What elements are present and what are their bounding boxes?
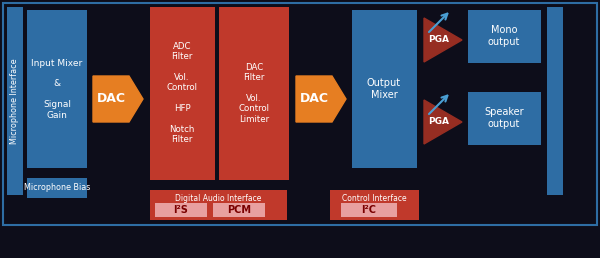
Text: Mono
output: Mono output xyxy=(488,25,520,47)
FancyBboxPatch shape xyxy=(547,7,563,195)
Text: I²C: I²C xyxy=(361,205,377,215)
Text: Input Mixer

&

Signal
Gain: Input Mixer & Signal Gain xyxy=(31,59,83,119)
FancyBboxPatch shape xyxy=(330,190,419,220)
FancyBboxPatch shape xyxy=(213,203,265,217)
Polygon shape xyxy=(424,100,462,144)
Text: Output
Mixer: Output Mixer xyxy=(367,78,401,100)
Text: DAC: DAC xyxy=(97,93,125,106)
Text: DAC: DAC xyxy=(299,93,329,106)
FancyBboxPatch shape xyxy=(150,7,215,180)
Text: ADC
Filter

Vol.
Control

HFP

Notch
Filter: ADC Filter Vol. Control HFP Notch Filter xyxy=(167,42,197,144)
Text: PGA: PGA xyxy=(428,36,449,44)
Text: DAC
Filter

Vol.
Control
Limiter: DAC Filter Vol. Control Limiter xyxy=(239,62,269,124)
FancyBboxPatch shape xyxy=(155,203,207,217)
Text: Microphone Bias: Microphone Bias xyxy=(24,183,90,192)
Polygon shape xyxy=(296,76,346,122)
Polygon shape xyxy=(424,18,462,62)
Text: Microphone Interface: Microphone Interface xyxy=(10,58,20,144)
FancyBboxPatch shape xyxy=(219,7,289,180)
FancyBboxPatch shape xyxy=(150,190,287,220)
FancyBboxPatch shape xyxy=(468,10,541,63)
Text: I²S: I²S xyxy=(173,205,188,215)
FancyBboxPatch shape xyxy=(352,10,417,168)
Text: Digital Audio Interface: Digital Audio Interface xyxy=(175,194,261,203)
Text: PGA: PGA xyxy=(428,117,449,126)
FancyBboxPatch shape xyxy=(7,7,23,195)
FancyBboxPatch shape xyxy=(27,178,87,198)
FancyBboxPatch shape xyxy=(27,10,87,168)
FancyBboxPatch shape xyxy=(341,203,397,217)
Text: PCM: PCM xyxy=(227,205,251,215)
Text: Control Interface: Control Interface xyxy=(341,194,406,203)
FancyBboxPatch shape xyxy=(468,92,541,145)
Polygon shape xyxy=(93,76,143,122)
Text: Speaker
output: Speaker output xyxy=(484,107,524,129)
